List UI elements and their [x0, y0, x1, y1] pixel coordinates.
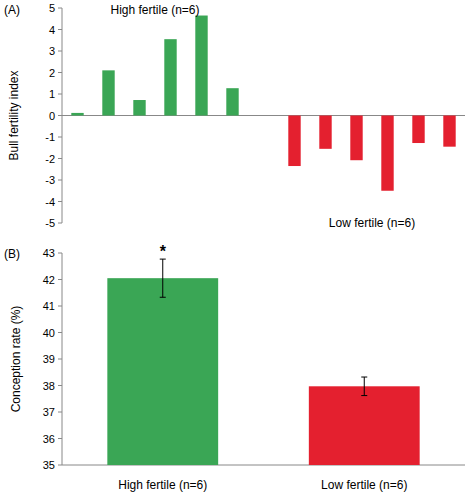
- figure: (A) Bull fertility index -5 -4 -3 -2 -1 0 1 2 3 4 5 H…: [0, 0, 468, 500]
- y-tick: [58, 201, 62, 202]
- y-tick-label: 2: [49, 67, 55, 79]
- bar: [350, 116, 362, 161]
- marks: [71, 16, 455, 191]
- y-tick: [58, 8, 62, 9]
- x-axis: [62, 115, 465, 116]
- y-tick-label: 42: [43, 274, 55, 286]
- y-tick: [58, 465, 62, 466]
- axis-label: Bull fertility index: [7, 70, 21, 160]
- panel-label: (A): [4, 3, 20, 17]
- bar: [319, 116, 331, 149]
- y-tick-label: 41: [43, 300, 55, 312]
- bar: [226, 88, 238, 115]
- significance-label: *: [160, 243, 167, 260]
- y-tick-label: 39: [43, 353, 55, 365]
- y-tick: [58, 72, 62, 73]
- y-tick-label: 35: [43, 459, 55, 471]
- y-tick-label: 0: [49, 110, 55, 122]
- y-tick-label: 1: [49, 88, 55, 100]
- y-tick: [58, 412, 62, 413]
- y-tick: [58, 115, 62, 116]
- y-tick: [58, 29, 62, 30]
- bar: [381, 116, 393, 191]
- y-tick: [58, 332, 62, 333]
- y-tick-label: 3: [49, 45, 55, 57]
- bar: [412, 116, 424, 144]
- x-tick-label: High fertile (n=6): [118, 478, 207, 492]
- y-tick: [58, 306, 62, 307]
- series-label: High fertile (n=6): [110, 3, 199, 17]
- y-tick-label: -3: [45, 174, 55, 186]
- y-tick-label: -1: [45, 131, 55, 143]
- y-tick-label: -5: [45, 217, 55, 229]
- error-bar: [361, 377, 367, 396]
- y-tick-label: -2: [45, 153, 55, 165]
- y-tick: [58, 253, 62, 254]
- panel-label: (B): [4, 247, 20, 261]
- bar: [71, 113, 83, 116]
- y-tick-label: -4: [45, 196, 55, 208]
- y-tick-label: 36: [43, 433, 55, 445]
- panel: (B) Conception rate (%) 35 36 37 38 39 40 41 42 43…: [4, 243, 465, 492]
- y-tick-label: 4: [49, 24, 55, 36]
- bar: [309, 386, 420, 465]
- y-tick: [58, 359, 62, 360]
- x-tick-label: Low fertile (n=6): [321, 478, 407, 492]
- y-tick: [58, 137, 62, 138]
- y-tick: [58, 94, 62, 95]
- y-tick-label: 5: [49, 2, 55, 14]
- bar: [102, 70, 114, 115]
- bar: [164, 39, 176, 115]
- y-tick: [58, 51, 62, 52]
- y-tick: [58, 385, 62, 386]
- bar: [195, 16, 207, 116]
- y-tick: [58, 180, 62, 181]
- y-tick: [58, 279, 62, 280]
- y-tick: [58, 438, 62, 439]
- panel: (A) Bull fertility index -5 -4 -3 -2 -1 0 1 2 3 4 5 H…: [4, 2, 465, 230]
- axis-label: Conception rate (%): [9, 306, 23, 413]
- y-tick: [58, 158, 62, 159]
- y-tick-label: 38: [43, 380, 55, 392]
- series-label: Low fertile (n=6): [329, 216, 415, 230]
- bar: [288, 116, 300, 167]
- error-bar: [160, 259, 166, 297]
- y-tick: [58, 223, 62, 224]
- bar: [443, 116, 455, 147]
- y-tick-label: 37: [43, 406, 55, 418]
- y-tick-label: 40: [43, 327, 55, 339]
- marks: [107, 259, 419, 465]
- y-tick-label: 43: [43, 247, 55, 259]
- bar: [107, 278, 218, 465]
- bar: [133, 100, 145, 115]
